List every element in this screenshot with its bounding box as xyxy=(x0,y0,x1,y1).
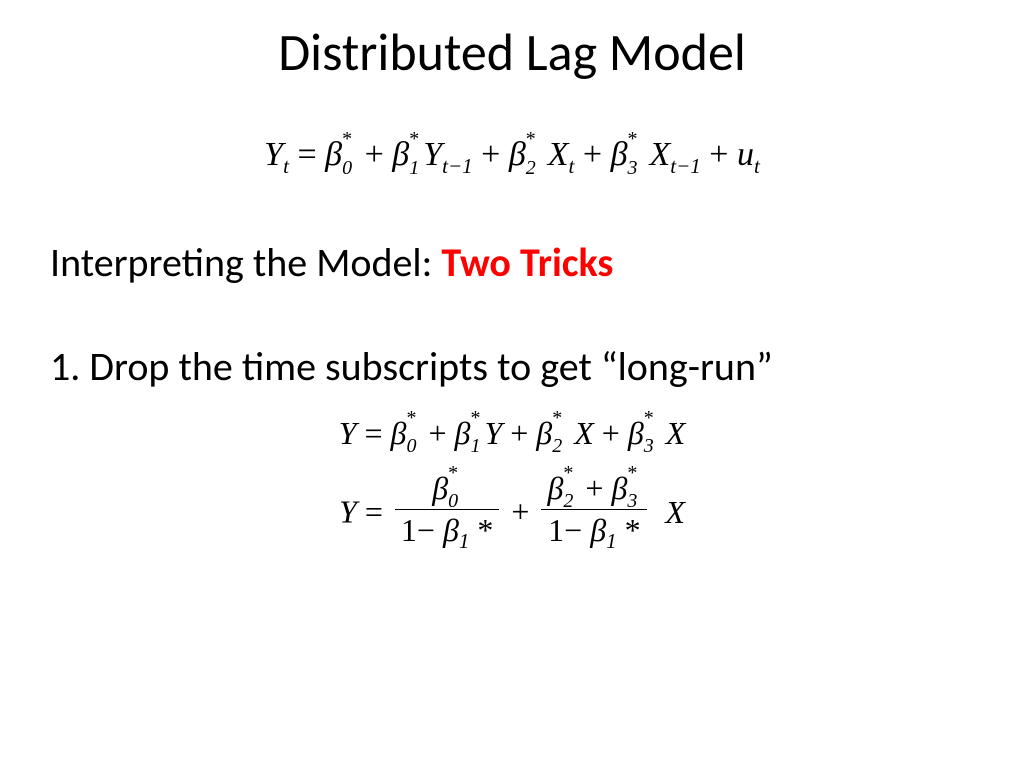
eq2-b0: β xyxy=(391,415,407,451)
eq2-b2-sub: 2 xyxy=(552,435,562,458)
eq3-f2-den-pre: 1− xyxy=(548,512,582,548)
eq1-b1-sub: 1 xyxy=(409,157,419,180)
eq3-f1-num: β xyxy=(432,470,448,506)
eq1-b2: β xyxy=(509,136,526,173)
eq3-f2-den-sub: 1 xyxy=(606,529,617,553)
step-1-text: 1. Drop the time subscripts to get “long… xyxy=(0,343,1024,391)
eq1-x1: X xyxy=(548,136,569,173)
eq1-b2-sup: * xyxy=(526,128,536,151)
eq2-b3: β xyxy=(628,415,644,451)
slide: Distributed Lag Model Yt = β*0 + β*1Yt−1… xyxy=(0,0,1024,768)
eq3-f2-numb-sub: 3 xyxy=(627,490,637,513)
eq1-b0-sup: * xyxy=(342,128,352,151)
eq1-b2-sub: 2 xyxy=(526,157,536,180)
slide-title: Distributed Lag Model xyxy=(0,0,1024,84)
plus-sign: + xyxy=(481,136,509,173)
plus-sign: + xyxy=(365,136,393,173)
eq3-f1-num-sub: 0 xyxy=(448,490,458,513)
eq3-f1-den-b: β xyxy=(443,512,459,548)
eq3-f2-den-b: β xyxy=(590,512,606,548)
eq3-f2-numb: β xyxy=(611,470,627,506)
eq1-x1-sub: t xyxy=(569,154,575,178)
eq1-lhs-var: Y xyxy=(264,136,283,173)
eq1-lhs-sub: t xyxy=(283,154,289,178)
equals-sign: = xyxy=(364,415,390,451)
eq2-b1-sup: * xyxy=(470,407,480,430)
eq1-b0-sub: 0 xyxy=(342,157,352,180)
eq1-b3: β xyxy=(611,136,628,173)
interpret-highlight: Two Tricks xyxy=(441,238,613,287)
eq2-x2: X xyxy=(666,415,686,451)
eq2-b3-sup: * xyxy=(644,407,654,430)
eq3-f2-numa-sup: * xyxy=(563,462,573,485)
eq2-b1: β xyxy=(455,415,471,451)
eq3-f1-den-star2: * xyxy=(477,512,493,548)
plus-sign: + xyxy=(583,136,611,173)
eq3-f2-numa: β xyxy=(547,470,563,506)
eq2-b0-sub: 0 xyxy=(406,435,416,458)
equals-sign: = xyxy=(365,494,391,530)
plus-sign: + xyxy=(511,494,537,530)
eq1-x2: X xyxy=(650,136,671,173)
eq1-b1: β xyxy=(392,136,409,173)
plus-sign: + xyxy=(602,415,628,451)
plus-sign: + xyxy=(585,470,611,506)
interpret-prefix: Interpreting the Model: xyxy=(50,238,441,287)
eq1-x2-sub: t−1 xyxy=(670,154,701,178)
eq1-b3-sub: 3 xyxy=(628,157,638,180)
equation-main: Yt = β*0 + β*1Yt−1 + β*2Xt + β*3Xt−1 + u… xyxy=(0,136,1024,179)
eq3-f2-numa-sub: 2 xyxy=(563,490,573,513)
eq2-b0-sup: * xyxy=(406,407,416,430)
eq3-f2-numb-sup: * xyxy=(627,462,637,485)
eq3-f1-den-pre: 1− xyxy=(401,512,435,548)
eq1-b0: β xyxy=(325,136,342,173)
interpret-line: Interpreting the Model: Two Tricks xyxy=(0,239,1024,287)
eq3-x: X xyxy=(665,494,685,530)
eq2-b1-sub: 1 xyxy=(470,435,480,458)
eq3-frac2: β*2 + β*3 1− β1 * xyxy=(541,470,647,554)
eq2-x1: X xyxy=(574,415,594,451)
eq3-frac1: β*0 1− β1 * xyxy=(395,470,499,554)
eq1-y-sub: t−1 xyxy=(442,154,473,178)
eq1-b1-sup: * xyxy=(409,128,419,151)
eq2-b3-sub: 3 xyxy=(644,435,654,458)
eq1-u-sub: t xyxy=(754,154,760,178)
eq1-u: u xyxy=(737,136,754,173)
eq3-f1-num-sup: * xyxy=(448,462,458,485)
eq1-b3-sup: * xyxy=(628,128,638,151)
plus-sign: + xyxy=(428,415,454,451)
plus-sign: + xyxy=(510,415,536,451)
eq3-lhs: Y xyxy=(339,494,357,530)
eq2-b2: β xyxy=(536,415,552,451)
eq3-f2-den-star2: * xyxy=(625,512,641,548)
equals-sign: = xyxy=(297,136,325,173)
eq2-lhs: Y xyxy=(339,415,357,451)
eq1-y: Y xyxy=(423,136,442,173)
equation-solved: Y = β*0 1− β1 * + β*2 + β*3 1− β1 * xyxy=(0,470,1024,554)
eq3-f1-den-sub: 1 xyxy=(459,529,470,553)
equation-longrun: Y = β*0 + β*1Y + β*2X + β*3X xyxy=(0,415,1024,452)
plus-sign: + xyxy=(709,136,737,173)
eq2-b2-sup: * xyxy=(552,407,562,430)
eq2-y: Y xyxy=(484,415,502,451)
